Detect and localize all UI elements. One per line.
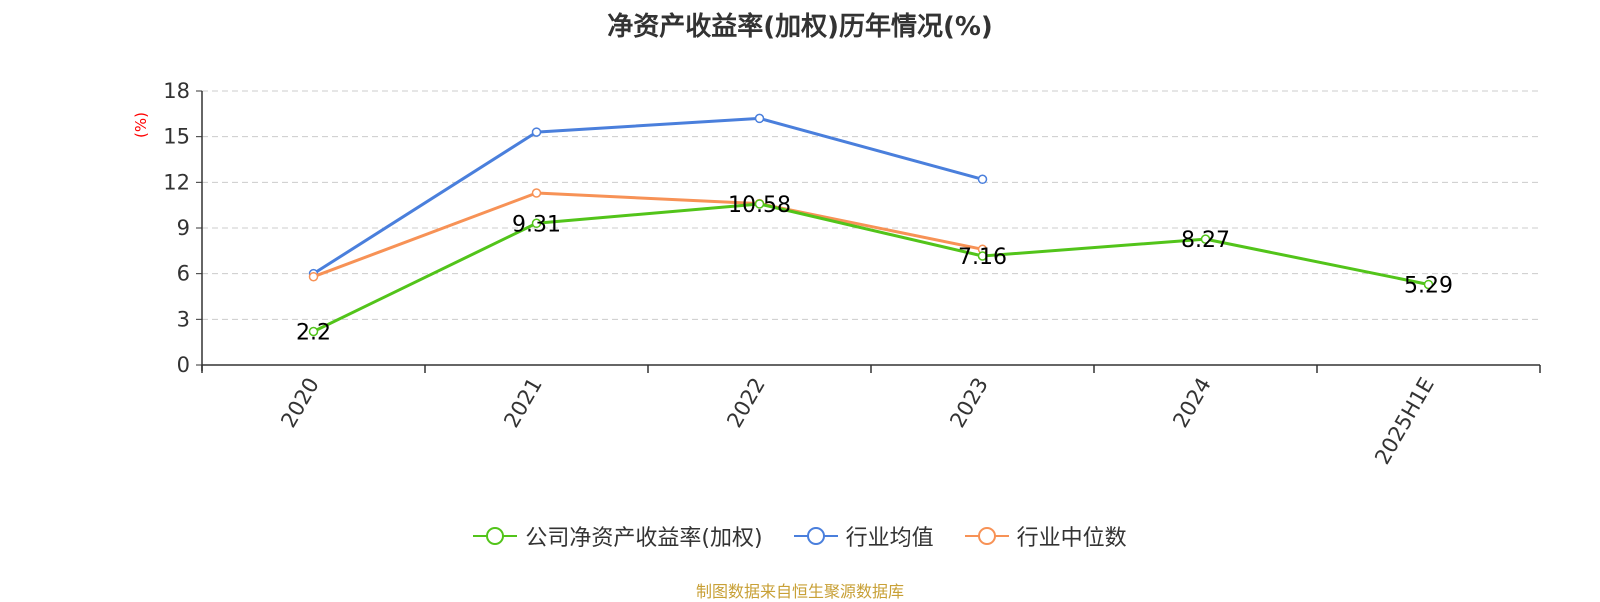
data-label: 9.31 (512, 212, 561, 237)
series-point-0 (754, 199, 765, 209)
data-label: 5.29 (1404, 273, 1453, 298)
series-line-2 (312, 191, 983, 279)
legend-label-industry-median: 行业中位数 (1016, 526, 1127, 551)
series-point-0 (1423, 279, 1434, 290)
series-point-1 (754, 113, 765, 124)
x-tick-label: 2024 (1168, 374, 1216, 432)
source-note: 制图数据来自恒生聚源数据库 (695, 582, 904, 601)
y-tick-label: 15 (163, 125, 190, 149)
chart-title: 净资产收益率(加权)历年情况(%) (607, 12, 993, 42)
x-tick-label: 2022 (722, 374, 770, 432)
series-point-1 (531, 127, 542, 137)
legend-item-industry-mean[interactable]: 行业均值 (793, 520, 934, 552)
plot-area: 0 3 6 9 12 15 18 2020 2021 2022 2023 2024 2025H1E 2.2… (163, 79, 1541, 469)
y-tick-label: 9 (177, 216, 190, 240)
legend: 公司净资产收益率(加权) 行业均值 行业中位数 (0, 520, 1600, 553)
x-tick-label: 2023 (945, 374, 993, 432)
y-tick-label: 3 (177, 307, 190, 331)
y-tick-label: 12 (163, 170, 190, 194)
y-tick-label: 18 (163, 79, 190, 103)
series-point-2 (308, 271, 319, 282)
y-tick-label: 0 (177, 353, 190, 377)
legend-item-company-roe[interactable]: 公司净资产收益率(加权) (473, 520, 763, 552)
series-point-0 (531, 218, 542, 229)
data-label: 2.2 (296, 321, 331, 346)
series-line-0 (312, 202, 1429, 333)
x-tick-label: 2020 (276, 374, 324, 432)
series-point-0 (1200, 234, 1211, 244)
series-point-1 (977, 174, 988, 185)
data-label: 10.58 (728, 193, 791, 218)
legend-label-industry-mean: 行业均值 (845, 526, 934, 551)
data-label: 7.16 (958, 245, 1007, 270)
legend-item-industry-median[interactable]: 行业中位数 (964, 520, 1127, 552)
x-tick-label: 2021 (499, 374, 547, 432)
legend-marker-industry-mean (793, 527, 838, 545)
series-line-1 (312, 116, 983, 275)
data-label: 8.27 (1181, 228, 1230, 253)
series-point-0 (977, 251, 988, 261)
y-tick-label: 6 (177, 262, 190, 286)
legend-label-company-roe: 公司净资产收益率(加权) (525, 526, 763, 551)
x-tick-label: 2025H1E (1370, 374, 1439, 469)
legend-marker-company-roe (473, 527, 518, 545)
legend-marker-industry-median (964, 527, 1009, 545)
series-point-0 (308, 326, 319, 337)
series-point-2 (531, 188, 542, 198)
